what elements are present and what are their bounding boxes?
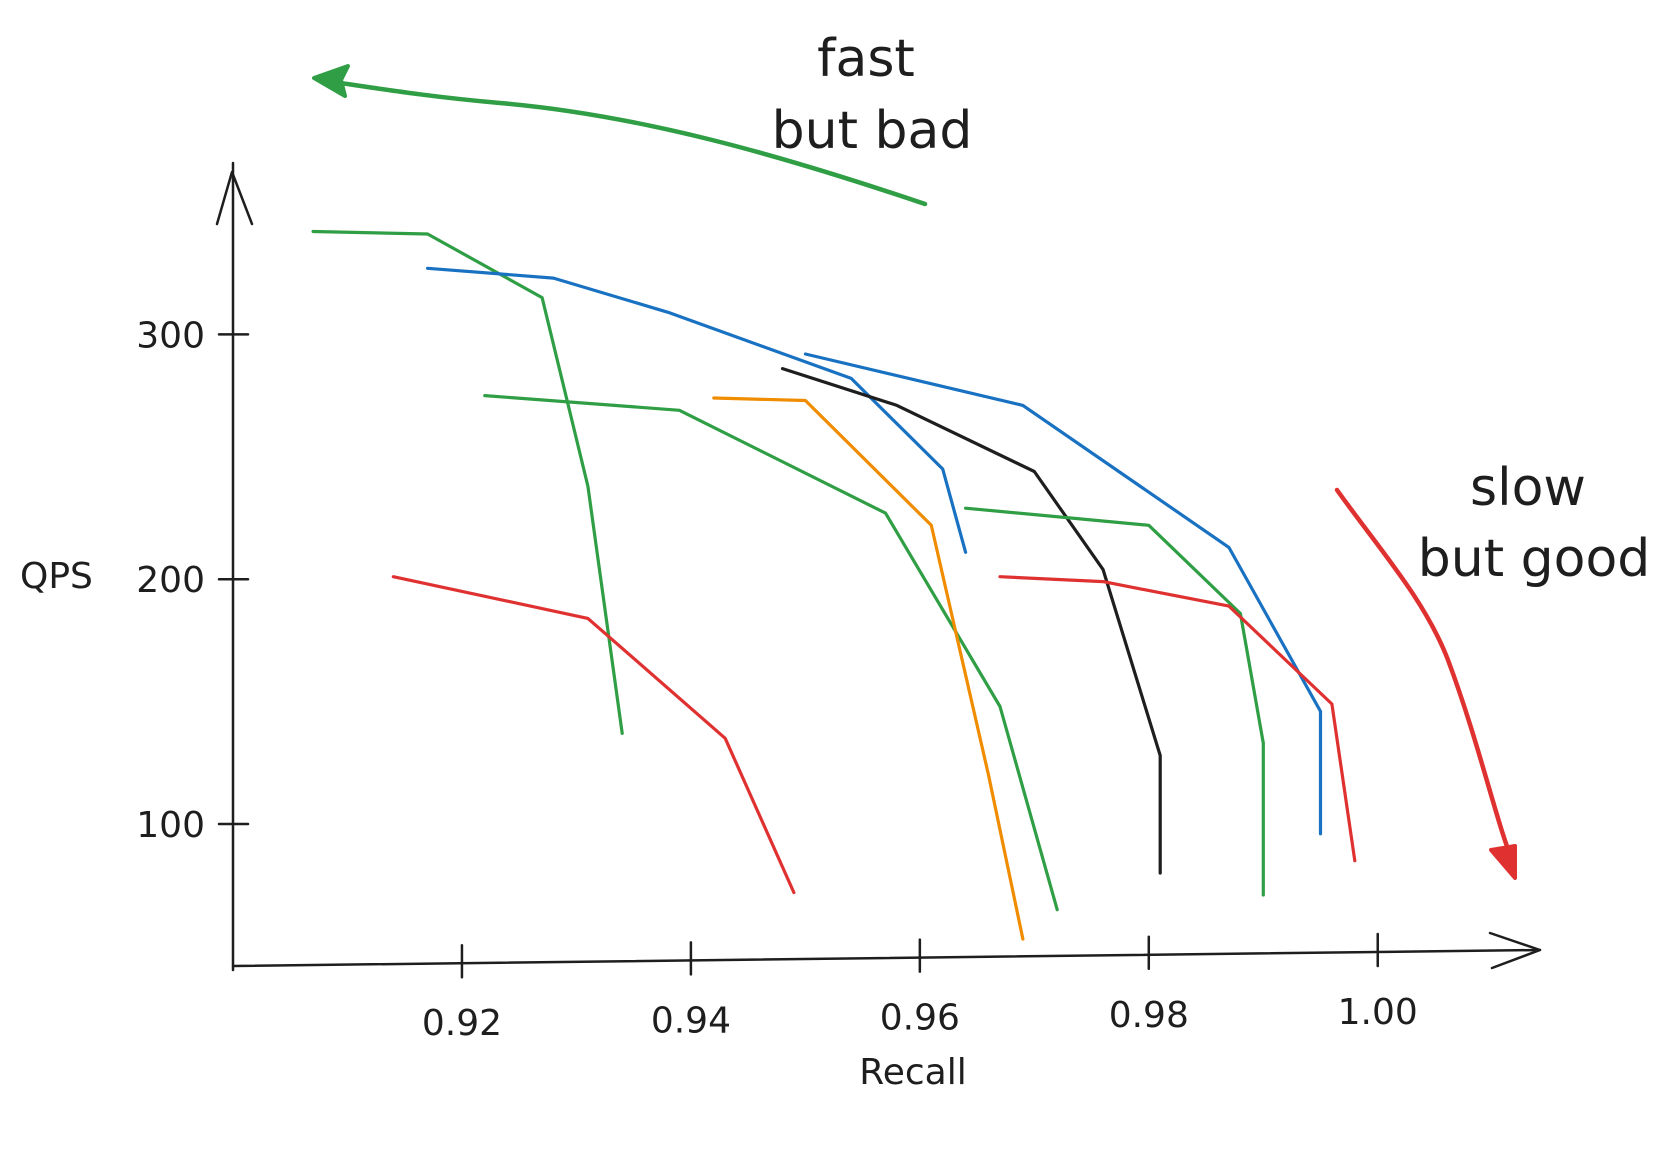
x-tick-label: 0.94 (651, 1000, 731, 1041)
fast-arrow-head-icon (312, 64, 350, 98)
x-ticks: 0.92 0.94 0.96 0.98 1.00 (422, 932, 1418, 1044)
series-7 (803, 352, 1323, 836)
series-3 (483, 394, 1059, 912)
series-line (998, 575, 1357, 863)
fast-annotation: fast but bad (312, 29, 973, 207)
fast-annotation-line-2: but bad (772, 101, 973, 161)
series-4 (391, 575, 796, 895)
series-9 (998, 575, 1357, 863)
series-line (483, 394, 1059, 912)
axes: 0.92 0.94 0.96 0.98 1.00 100 200 300 (136, 161, 1542, 1044)
y-axis-arrow-icon (215, 170, 254, 226)
series-2 (426, 266, 968, 554)
x-axis-title: Recall (859, 1052, 966, 1093)
y-axis-title: QPS (20, 556, 93, 597)
slow-annotation: slow but good (1334, 458, 1651, 880)
slow-annotation-line-1: slow (1470, 458, 1586, 518)
series-1 (311, 229, 624, 735)
y-axis-line (231, 161, 235, 972)
series-line (780, 367, 1162, 875)
y-ticks: 100 200 300 (136, 315, 250, 846)
series-line (964, 506, 1265, 897)
series-line (803, 352, 1323, 836)
series-8 (964, 506, 1265, 897)
y-tick-label: 300 (136, 315, 205, 356)
x-axis-line (231, 948, 1542, 968)
series-layer (311, 229, 1357, 941)
x-tick-label: 0.96 (880, 998, 960, 1039)
series-line (426, 266, 968, 554)
fast-annotation-line-1: fast (817, 29, 915, 89)
series-6 (780, 367, 1162, 875)
slow-arrow-head-icon (1489, 844, 1517, 880)
y-tick-label: 100 (136, 805, 205, 846)
y-tick-label: 200 (136, 560, 205, 601)
slow-annotation-line-2: but good (1418, 529, 1651, 589)
slow-arrow-line (1334, 487, 1515, 863)
series-line (391, 575, 796, 895)
series-5 (712, 396, 1025, 941)
fast-arrow-line (317, 77, 928, 207)
series-line (712, 396, 1025, 941)
x-tick-label: 0.98 (1109, 995, 1189, 1036)
x-axis-arrow-icon (1488, 931, 1542, 970)
series-line (311, 229, 624, 735)
x-tick-label: 0.92 (422, 1003, 502, 1044)
x-tick-label: 1.00 (1338, 992, 1418, 1033)
